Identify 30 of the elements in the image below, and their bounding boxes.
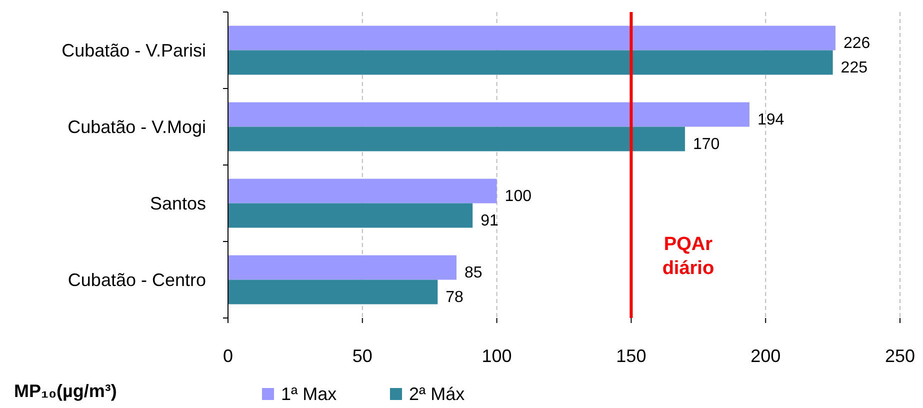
legend-label: 2ª Máx — [409, 384, 465, 404]
bar — [228, 203, 473, 228]
x-tick-label: 100 — [482, 346, 512, 366]
bar — [228, 255, 456, 280]
bar — [228, 50, 833, 75]
data-label: 78 — [446, 288, 464, 306]
x-axis-title: MP₁₀(µg/m³) — [14, 381, 117, 401]
y-tick-label: Cubatão - V.Mogi — [68, 116, 206, 137]
x-tick-label: 200 — [750, 346, 781, 366]
data-label: 91 — [480, 212, 499, 230]
ref-line-label: PQAr diário — [662, 234, 714, 279]
data-label: 100 — [504, 188, 532, 206]
data-label: 225 — [840, 59, 868, 76]
x-tick-label: 150 — [616, 346, 646, 366]
bar — [228, 26, 836, 50]
x-tick-label: 250 — [884, 346, 916, 366]
bar — [228, 178, 497, 204]
x-tick-label: 50 — [352, 346, 372, 366]
x-tick-label: 0 — [222, 346, 234, 366]
data-label: 170 — [692, 136, 720, 153]
data-label: 226 — [843, 35, 870, 52]
data-label: 194 — [757, 112, 784, 129]
bar — [228, 280, 438, 304]
bar — [228, 102, 750, 127]
y-tick-label: Cubatão - V.Parisi — [62, 40, 206, 60]
legend-label: 1ª Max — [281, 384, 337, 404]
y-tick-label: Santos — [150, 193, 206, 214]
data-label: 85 — [464, 264, 482, 282]
y-tick-label: Cubatão - Centro — [68, 270, 206, 290]
bar — [228, 126, 685, 152]
